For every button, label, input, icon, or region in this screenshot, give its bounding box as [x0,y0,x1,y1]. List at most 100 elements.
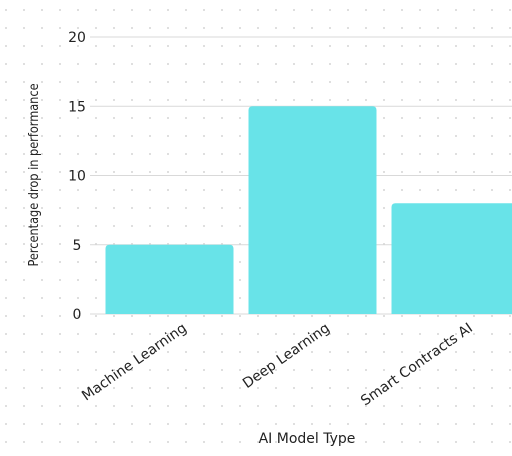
background-dot [491,315,493,317]
background-dot [41,117,43,119]
background-dot [275,441,277,443]
background-dot [113,81,115,83]
background-dot [185,153,187,155]
background-dot [257,423,259,425]
background-dot [23,135,25,137]
background-dot [5,171,7,173]
background-dot [131,387,133,389]
background-dot [275,63,277,65]
background-dot [491,423,493,425]
background-dot [203,351,205,353]
background-dot [5,333,7,335]
background-dot [203,189,205,191]
background-dot [401,63,403,65]
background-dot [59,171,61,173]
background-dot [311,315,313,317]
background-dot [185,387,187,389]
background-dot [23,189,25,191]
background-dot [95,261,97,263]
background-dot [257,387,259,389]
background-dot [419,27,421,29]
background-dot [95,279,97,281]
background-dot [455,63,457,65]
background-dot [77,117,79,119]
background-dot [419,441,421,443]
background-dot [329,423,331,425]
background-dot [509,369,511,371]
background-dot [419,351,421,353]
background-dot [77,99,79,101]
background-dot [275,81,277,83]
background-dot [131,405,133,407]
background-dot [5,279,7,281]
background-dot [365,27,367,29]
background-dot [347,387,349,389]
background-dot [401,153,403,155]
background-dot [311,405,313,407]
background-dot [203,153,205,155]
background-dot [239,171,241,173]
background-dot [113,27,115,29]
background-dot [221,171,223,173]
background-dot [5,117,7,119]
background-dot [185,99,187,101]
background-dot [149,9,151,11]
background-dot [77,189,79,191]
background-dot [5,27,7,29]
background-dot [167,189,169,191]
background-dot [437,81,439,83]
background-dot [131,27,133,29]
background-dot [41,243,43,245]
background-dot [203,135,205,137]
background-dot [437,351,439,353]
background-dot [59,153,61,155]
background-dot [455,333,457,335]
background-dot [401,441,403,443]
background-dot [41,225,43,227]
background-dot [347,333,349,335]
background-dot [59,81,61,83]
background-dot [239,387,241,389]
background-dot [473,351,475,353]
background-dot [131,189,133,191]
background-dot [167,225,169,227]
background-dot [419,333,421,335]
background-dot [41,261,43,263]
background-dot [491,387,493,389]
background-dot [473,81,475,83]
background-dot [23,369,25,371]
background-dot [473,423,475,425]
background-dot [239,135,241,137]
background-dot [221,351,223,353]
y-tick-label: 15 [68,99,86,115]
background-dot [311,441,313,443]
background-dot [113,225,115,227]
background-dot [5,441,7,443]
background-dot [347,9,349,11]
background-dot [167,153,169,155]
background-dot [329,315,331,317]
background-dot [293,369,295,371]
background-dot [509,27,511,29]
background-dot [239,441,241,443]
background-dot [509,315,511,317]
background-dot [5,45,7,47]
background-dot [167,81,169,83]
background-dot [383,9,385,11]
background-dot [491,369,493,371]
background-dot [221,405,223,407]
background-dot [167,27,169,29]
background-dot [383,171,385,173]
background-dot [257,99,259,101]
background-dot [365,441,367,443]
background-dot [95,171,97,173]
background-dot [293,423,295,425]
background-dot [167,369,169,371]
background-dot [23,297,25,299]
background-dot [131,117,133,119]
background-dot [185,315,187,317]
background-dot [257,27,259,29]
background-dot [383,117,385,119]
background-dot [509,351,511,353]
